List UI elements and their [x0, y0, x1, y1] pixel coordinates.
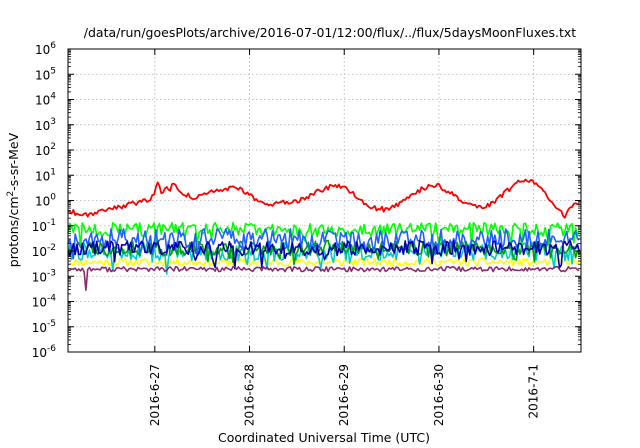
- y-tick-label: 10-5: [32, 319, 56, 335]
- y-tick-label: 10-1: [32, 218, 56, 234]
- x-tick-label: 2016-6-28: [243, 364, 257, 426]
- series-layer: [67, 178, 580, 291]
- y-axis-label-prefix: protons/cm: [6, 196, 21, 267]
- y-tick-label: 100: [35, 193, 56, 209]
- y-tick-label: 105: [35, 66, 56, 82]
- x-tick-label: 2016-6-27: [148, 364, 162, 426]
- y-tick-label: 10-3: [32, 268, 56, 284]
- y-tick-label: 10-6: [32, 344, 57, 360]
- y-tick-label: 10-4: [32, 294, 57, 310]
- x-tick-label: 2016-6-29: [337, 364, 351, 426]
- x-axis: 2016-6-27 2016-6-28 2016-6-29 2016-6-30 2016…: [148, 49, 541, 426]
- series-line: [67, 239, 580, 270]
- chart-title: /data/run/goesPlots/archive/2016-07-01/1…: [84, 25, 577, 40]
- series-line: [68, 265, 580, 291]
- x-tick-label: 2016-7-1: [527, 364, 541, 418]
- series-line: [67, 178, 580, 219]
- y-tick-label: 106: [35, 41, 56, 57]
- y-axis-label: protons/cm2-s-sr-MeV: [6, 132, 21, 267]
- x-tick-label: 2016-6-30: [432, 364, 446, 426]
- y-tick-label: 10-2: [32, 243, 56, 259]
- y-tick-label: 103: [35, 117, 56, 133]
- y-axis-label-sup: 2: [6, 191, 16, 197]
- series-line: [67, 257, 580, 267]
- y-tick-label: 102: [35, 142, 56, 158]
- y-tick-label: 104: [35, 92, 56, 108]
- y-tick-label: 101: [35, 167, 56, 183]
- series-line: [67, 228, 580, 260]
- series-line: [67, 221, 580, 251]
- y-axis: 10-6 10-5 10-4 10-3 10-2 10-1 100 101 102 103 104 1…: [32, 41, 581, 360]
- x-axis-label: Coordinated Universal Time (UTC): [218, 430, 430, 445]
- y-axis-label-suffix: -s-sr-MeV: [6, 132, 21, 190]
